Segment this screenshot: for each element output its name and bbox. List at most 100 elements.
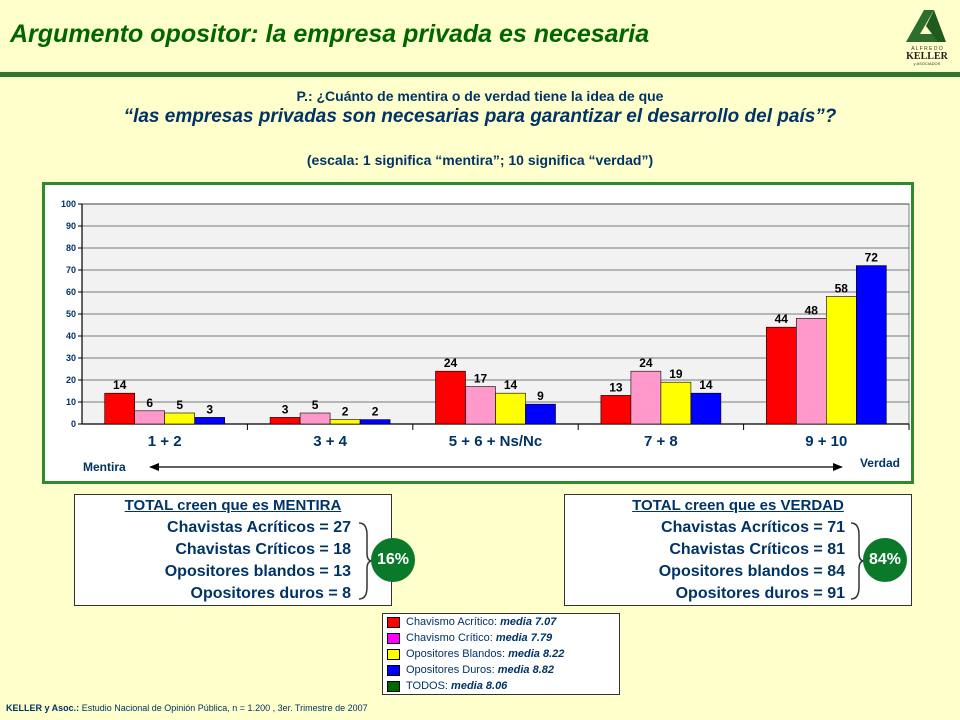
axis-right-label: Verdad: [860, 456, 900, 470]
bar: [435, 370, 466, 425]
question-line-1: P.: ¿Cuánto de mentira o de verdad tiene…: [296, 88, 664, 104]
bar: [690, 392, 722, 425]
bar: [630, 370, 662, 425]
summary-mentira-line: Chavistas Críticos = 18: [175, 541, 351, 558]
y-tick-label: 30: [66, 353, 76, 363]
source-label: KELLER y Asoc.:: [6, 703, 80, 713]
legend-swatch: [387, 633, 400, 644]
data-label: 2: [342, 405, 349, 419]
bar: [855, 265, 887, 425]
bar: [134, 410, 165, 425]
bar: [269, 417, 301, 425]
question-line-2: “las empresas privadas son necesarias pa…: [123, 106, 837, 127]
data-label: 6: [146, 396, 153, 410]
data-label: 24: [444, 356, 458, 370]
bar: [765, 326, 797, 425]
bar: [825, 296, 857, 425]
legend-value: media 8.22: [508, 648, 565, 660]
data-label: 17: [474, 372, 488, 386]
bar: [465, 386, 496, 425]
legend-label: Chavismo Crítico:: [406, 632, 493, 644]
keller-logo-icon: A L F R E D O KELLER y ASOCIADOS: [906, 10, 949, 66]
data-label: 44: [775, 312, 789, 326]
title-divider: [0, 72, 960, 77]
bar: [164, 412, 195, 425]
logo-text-main: KELLER: [906, 51, 948, 62]
page-title: Argumento opositor: la empresa privada e…: [10, 20, 650, 48]
data-label: 24: [639, 356, 653, 370]
axis-left-label: Mentira: [83, 460, 126, 474]
summary-mentira-line: Opositores blandos = 13: [164, 563, 351, 580]
y-tick-label: 90: [66, 221, 76, 231]
bar: [795, 318, 827, 425]
data-label: 3: [282, 402, 289, 416]
bar: [359, 419, 391, 425]
legend-value: media 8.82: [497, 664, 554, 676]
summary-verdad-heading: TOTAL creen que es VERDAD: [632, 497, 844, 514]
bar: [660, 381, 692, 425]
x-category-label: 1 + 2: [148, 433, 182, 450]
y-tick-label: 40: [66, 331, 76, 341]
keller-logo: A L F R E D O KELLER y ASOCIADOS: [898, 6, 956, 68]
data-label: 13: [609, 380, 623, 394]
y-tick-label: 70: [66, 265, 76, 275]
legend-label: TODOS:: [406, 680, 448, 692]
summary-mentira-line: Chavistas Acríticos = 27: [167, 519, 351, 536]
scale-arrow-left-icon: [149, 463, 159, 471]
data-label: 14: [699, 378, 713, 392]
bar: [104, 392, 136, 425]
y-tick-label: 50: [66, 309, 76, 319]
legend-value: media 8.06: [451, 680, 508, 692]
data-label: 14: [504, 378, 518, 392]
bar: [299, 412, 331, 425]
data-label: 14: [113, 378, 127, 392]
bar: [194, 417, 225, 425]
summary-verdad-total-badge: 84%: [863, 538, 907, 582]
logo-text-top: A L F R E D O: [911, 46, 943, 52]
summary-mentira-line: Opositores duros = 8: [190, 585, 351, 602]
summary-verdad-line: Opositores blandos = 84: [658, 563, 845, 580]
x-category-label: 7 + 8: [644, 433, 678, 450]
legend-value: media 7.07: [500, 616, 557, 628]
question-scale: (escala: 1 significa “mentira”; 10 signi…: [306, 152, 654, 168]
y-tick-label: 10: [66, 397, 76, 407]
data-label: 5: [176, 398, 183, 412]
data-label: 9: [537, 389, 544, 403]
x-category-label: 5 + 6 + Ns/Nc: [449, 433, 542, 450]
bar-chart: 0 10 20 30 40 50 60 70 80 90 100 14 6 5 3 1 + 2 3 5 2 2 3 + …: [61, 199, 910, 474]
chart-legend: Chavismo Acrítico: media 7.07 Chavismo C…: [382, 613, 620, 695]
x-category-label: 3 + 4: [313, 433, 347, 450]
legend-value: media 7.79: [495, 632, 553, 644]
summary-mentira-box: TOTAL creen que es MENTIRA Chavistas Acr…: [74, 494, 415, 606]
legend-swatch: [387, 665, 400, 676]
y-tick-label: 60: [66, 287, 76, 297]
legend-label: Opositores Blandos:: [406, 648, 506, 660]
y-tick-label: 0: [71, 419, 76, 429]
summary-verdad-line: Chavistas Críticos = 81: [669, 541, 845, 558]
x-category-label: 9 + 10: [805, 433, 847, 450]
source-footer: KELLER y Asoc.: Estudio Nacional de Opin…: [6, 703, 368, 713]
data-label: 58: [835, 281, 849, 295]
y-tick-label: 100: [61, 199, 76, 209]
legend-swatch: [387, 681, 400, 692]
summary-verdad-box: TOTAL creen que es VERDAD Chavistas Acrí…: [564, 494, 912, 606]
data-label: 48: [805, 303, 819, 317]
data-label: 3: [206, 402, 213, 416]
legend-swatch: [387, 617, 400, 628]
source-text: Estudio Nacional de Opinión Pública, n =…: [81, 703, 368, 713]
data-label: 19: [669, 367, 683, 381]
bar: [329, 419, 361, 425]
bar: [600, 395, 632, 425]
legend-swatch: [387, 649, 400, 660]
bar: [495, 392, 526, 425]
summary-mentira-total-badge: 16%: [371, 538, 415, 582]
y-tick-label: 80: [66, 243, 76, 253]
scale-arrow-right-icon: [833, 463, 843, 471]
y-tick-label: 20: [66, 375, 76, 385]
summary-verdad-line: Opositores duros = 91: [675, 585, 845, 602]
data-label: 2: [372, 405, 379, 419]
data-label: 5: [312, 398, 319, 412]
legend-label: Opositores Duros:: [406, 664, 495, 676]
legend-label: Chavismo Acrítico:: [406, 616, 498, 628]
summary-mentira-heading: TOTAL creen que es MENTIRA: [124, 497, 342, 514]
